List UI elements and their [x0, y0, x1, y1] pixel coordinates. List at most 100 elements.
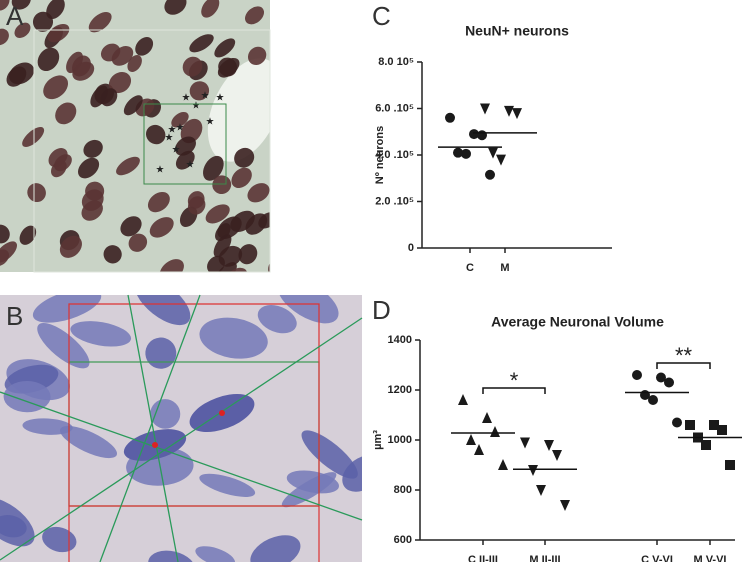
nucleus [59, 235, 82, 258]
x-tick-label: M V-VI [693, 554, 726, 562]
nucleus [135, 37, 154, 56]
cell [37, 323, 90, 369]
nucleus [231, 167, 252, 189]
x-tick-label: C II-III [468, 554, 498, 562]
panel-label: B [6, 301, 23, 331]
cell [199, 317, 268, 359]
panel-label: A [6, 1, 24, 31]
nucleus [201, 0, 220, 18]
y-tick-label: 800 [394, 484, 412, 496]
nucleus [146, 124, 166, 145]
nucleus [123, 95, 143, 116]
nucleus [175, 136, 196, 156]
nucleus [81, 189, 104, 211]
y-tick-label: 1000 [388, 434, 412, 446]
nucleus [159, 259, 184, 272]
data-point [560, 500, 570, 511]
data-point [709, 420, 719, 430]
y-tick-label: 6.0 .10⁵ [375, 102, 414, 114]
nucleus [46, 0, 65, 20]
nucleus [11, 0, 31, 10]
significance-label: * [510, 368, 519, 393]
y-tick-label: 4.0 .10⁵ [375, 149, 414, 161]
data-point [512, 108, 522, 120]
nucleus [205, 204, 230, 224]
data-point [461, 148, 471, 159]
y-tick-label: 2.0 .10⁵ [375, 195, 414, 207]
nucleus [9, 62, 35, 85]
data-point [488, 147, 498, 159]
nucleus [108, 71, 132, 94]
data-point [536, 485, 546, 496]
cell [148, 550, 196, 562]
significance-bracket [482, 387, 546, 394]
data-point [458, 394, 468, 405]
nucleus [182, 56, 203, 77]
nucleus [218, 57, 238, 77]
nucleus [0, 0, 10, 11]
data-point [544, 440, 554, 451]
nucleus [0, 28, 9, 46]
cell [42, 526, 77, 553]
cell [0, 497, 35, 547]
nucleus [103, 245, 122, 264]
nucleus [213, 234, 232, 258]
data-point [528, 465, 538, 476]
data-point [504, 105, 514, 117]
data-point [477, 130, 487, 141]
cell [199, 473, 256, 497]
cell [32, 295, 102, 323]
nucleus [47, 24, 70, 43]
significance-bracket [656, 362, 711, 369]
chart-title: NeuN+ neurons [465, 23, 569, 39]
nucleus [0, 241, 17, 263]
nucleus [215, 223, 231, 242]
nucleus [245, 6, 265, 25]
y-tick-label: 8.0 10⁵ [378, 56, 414, 68]
marker-star: ★ [201, 91, 210, 102]
nucleus [88, 12, 112, 33]
data-point [453, 147, 463, 158]
nucleus [189, 34, 214, 53]
data-point [648, 395, 658, 405]
x-tick-label: M [500, 262, 509, 274]
data-point [466, 434, 476, 445]
marker-star: ★ [165, 133, 174, 144]
cell [22, 418, 73, 435]
data-point [656, 372, 666, 383]
nucleus [187, 196, 206, 215]
x-tick-label: C V-VI [641, 554, 673, 562]
marker-star: ★ [182, 93, 191, 104]
data-point [725, 460, 735, 470]
nucleus [127, 55, 142, 72]
x-tick-label: C [466, 262, 474, 274]
data-point [632, 370, 642, 380]
nucleus [43, 75, 69, 100]
marker-star: ★ [172, 145, 181, 156]
nucleus [215, 262, 237, 272]
y-tick-label: 0 [408, 242, 414, 254]
data-point [490, 426, 500, 437]
marker-star: ★ [176, 123, 185, 134]
cell [70, 321, 132, 347]
nucleus [214, 38, 236, 58]
x-tick-label: M II-III [529, 554, 560, 562]
data-point [664, 377, 674, 388]
marker-star: ★ [206, 117, 215, 128]
y-axis-label: µm³ [372, 430, 384, 450]
data-point [717, 425, 727, 435]
charts: NeuN+ neurons Nº neurons 0 2.0 .10⁵ 4.0 .10⁵… [372, 23, 742, 566]
nucleus [147, 191, 170, 213]
cell [134, 295, 191, 326]
micrograph-a: ★ ★ ★★★ ★★★★★★ [0, 0, 270, 272]
nucleus [149, 217, 174, 238]
marker-star: ★ [186, 160, 195, 171]
nucleus [164, 0, 187, 15]
nucleus [234, 147, 255, 168]
cell [281, 472, 337, 508]
data-point [685, 420, 695, 430]
nucleus [120, 216, 142, 237]
data-point [474, 444, 484, 455]
data-point [496, 154, 506, 166]
nucleus [37, 47, 60, 72]
